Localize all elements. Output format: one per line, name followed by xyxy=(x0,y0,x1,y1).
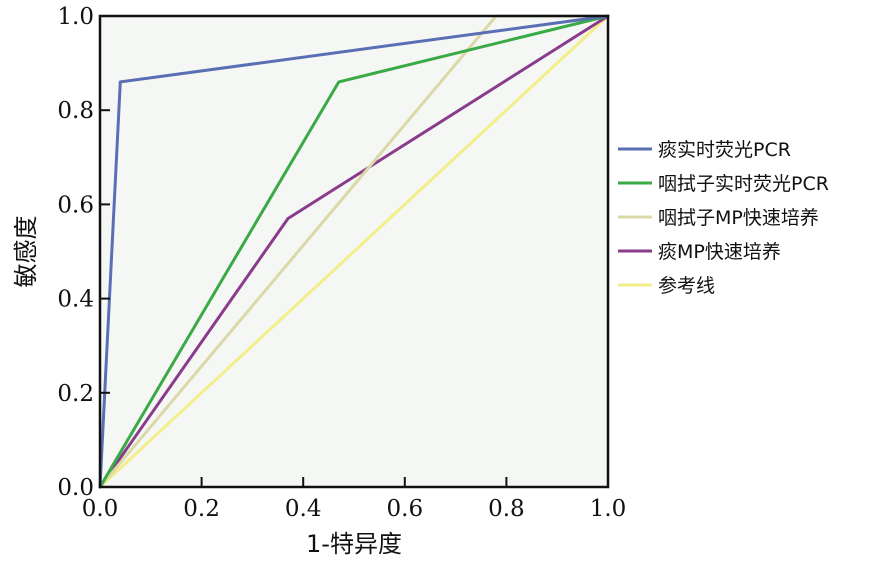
plot-frame xyxy=(98,14,610,489)
y-axis-title: 敏感度 xyxy=(12,216,40,288)
legend-label: 痰MP快速培养 xyxy=(658,241,781,263)
legend-label: 咽拭子实时荧光PCR xyxy=(658,173,829,195)
y-tick-label: 1.0 xyxy=(57,4,94,30)
legend-label: 参考线 xyxy=(658,275,715,297)
x-tick-label: 0.0 xyxy=(82,496,119,522)
x-tick-label: 0.8 xyxy=(488,496,525,522)
x-tick-label: 1.0 xyxy=(590,496,627,522)
y-axis: 0.0 0.2 0.4 0.6 0.8 1.0 xyxy=(57,4,110,501)
x-tick-label: 0.6 xyxy=(387,496,424,522)
series-line-3 xyxy=(98,14,610,489)
y-tick-label: 0.0 xyxy=(57,475,94,501)
x-tick-label: 0.2 xyxy=(183,496,220,522)
series-line-1 xyxy=(98,14,610,489)
series-line-4 xyxy=(98,14,610,489)
y-tick-label: 0.8 xyxy=(57,98,94,124)
x-axis-title: 1-特异度 xyxy=(306,530,402,558)
legend-label: 咽拭子MP快速培养 xyxy=(658,207,819,229)
series-line-0 xyxy=(98,14,610,489)
x-tick-label: 0.4 xyxy=(285,496,322,522)
legend-label: 痰实时荧光PCR xyxy=(658,139,791,161)
y-tick-label: 0.4 xyxy=(57,287,94,313)
y-tick-label: 0.2 xyxy=(57,381,94,407)
y-tick-label: 0.6 xyxy=(57,192,94,218)
x-axis: 0.0 0.2 0.4 0.6 0.8 1.0 xyxy=(82,477,627,522)
